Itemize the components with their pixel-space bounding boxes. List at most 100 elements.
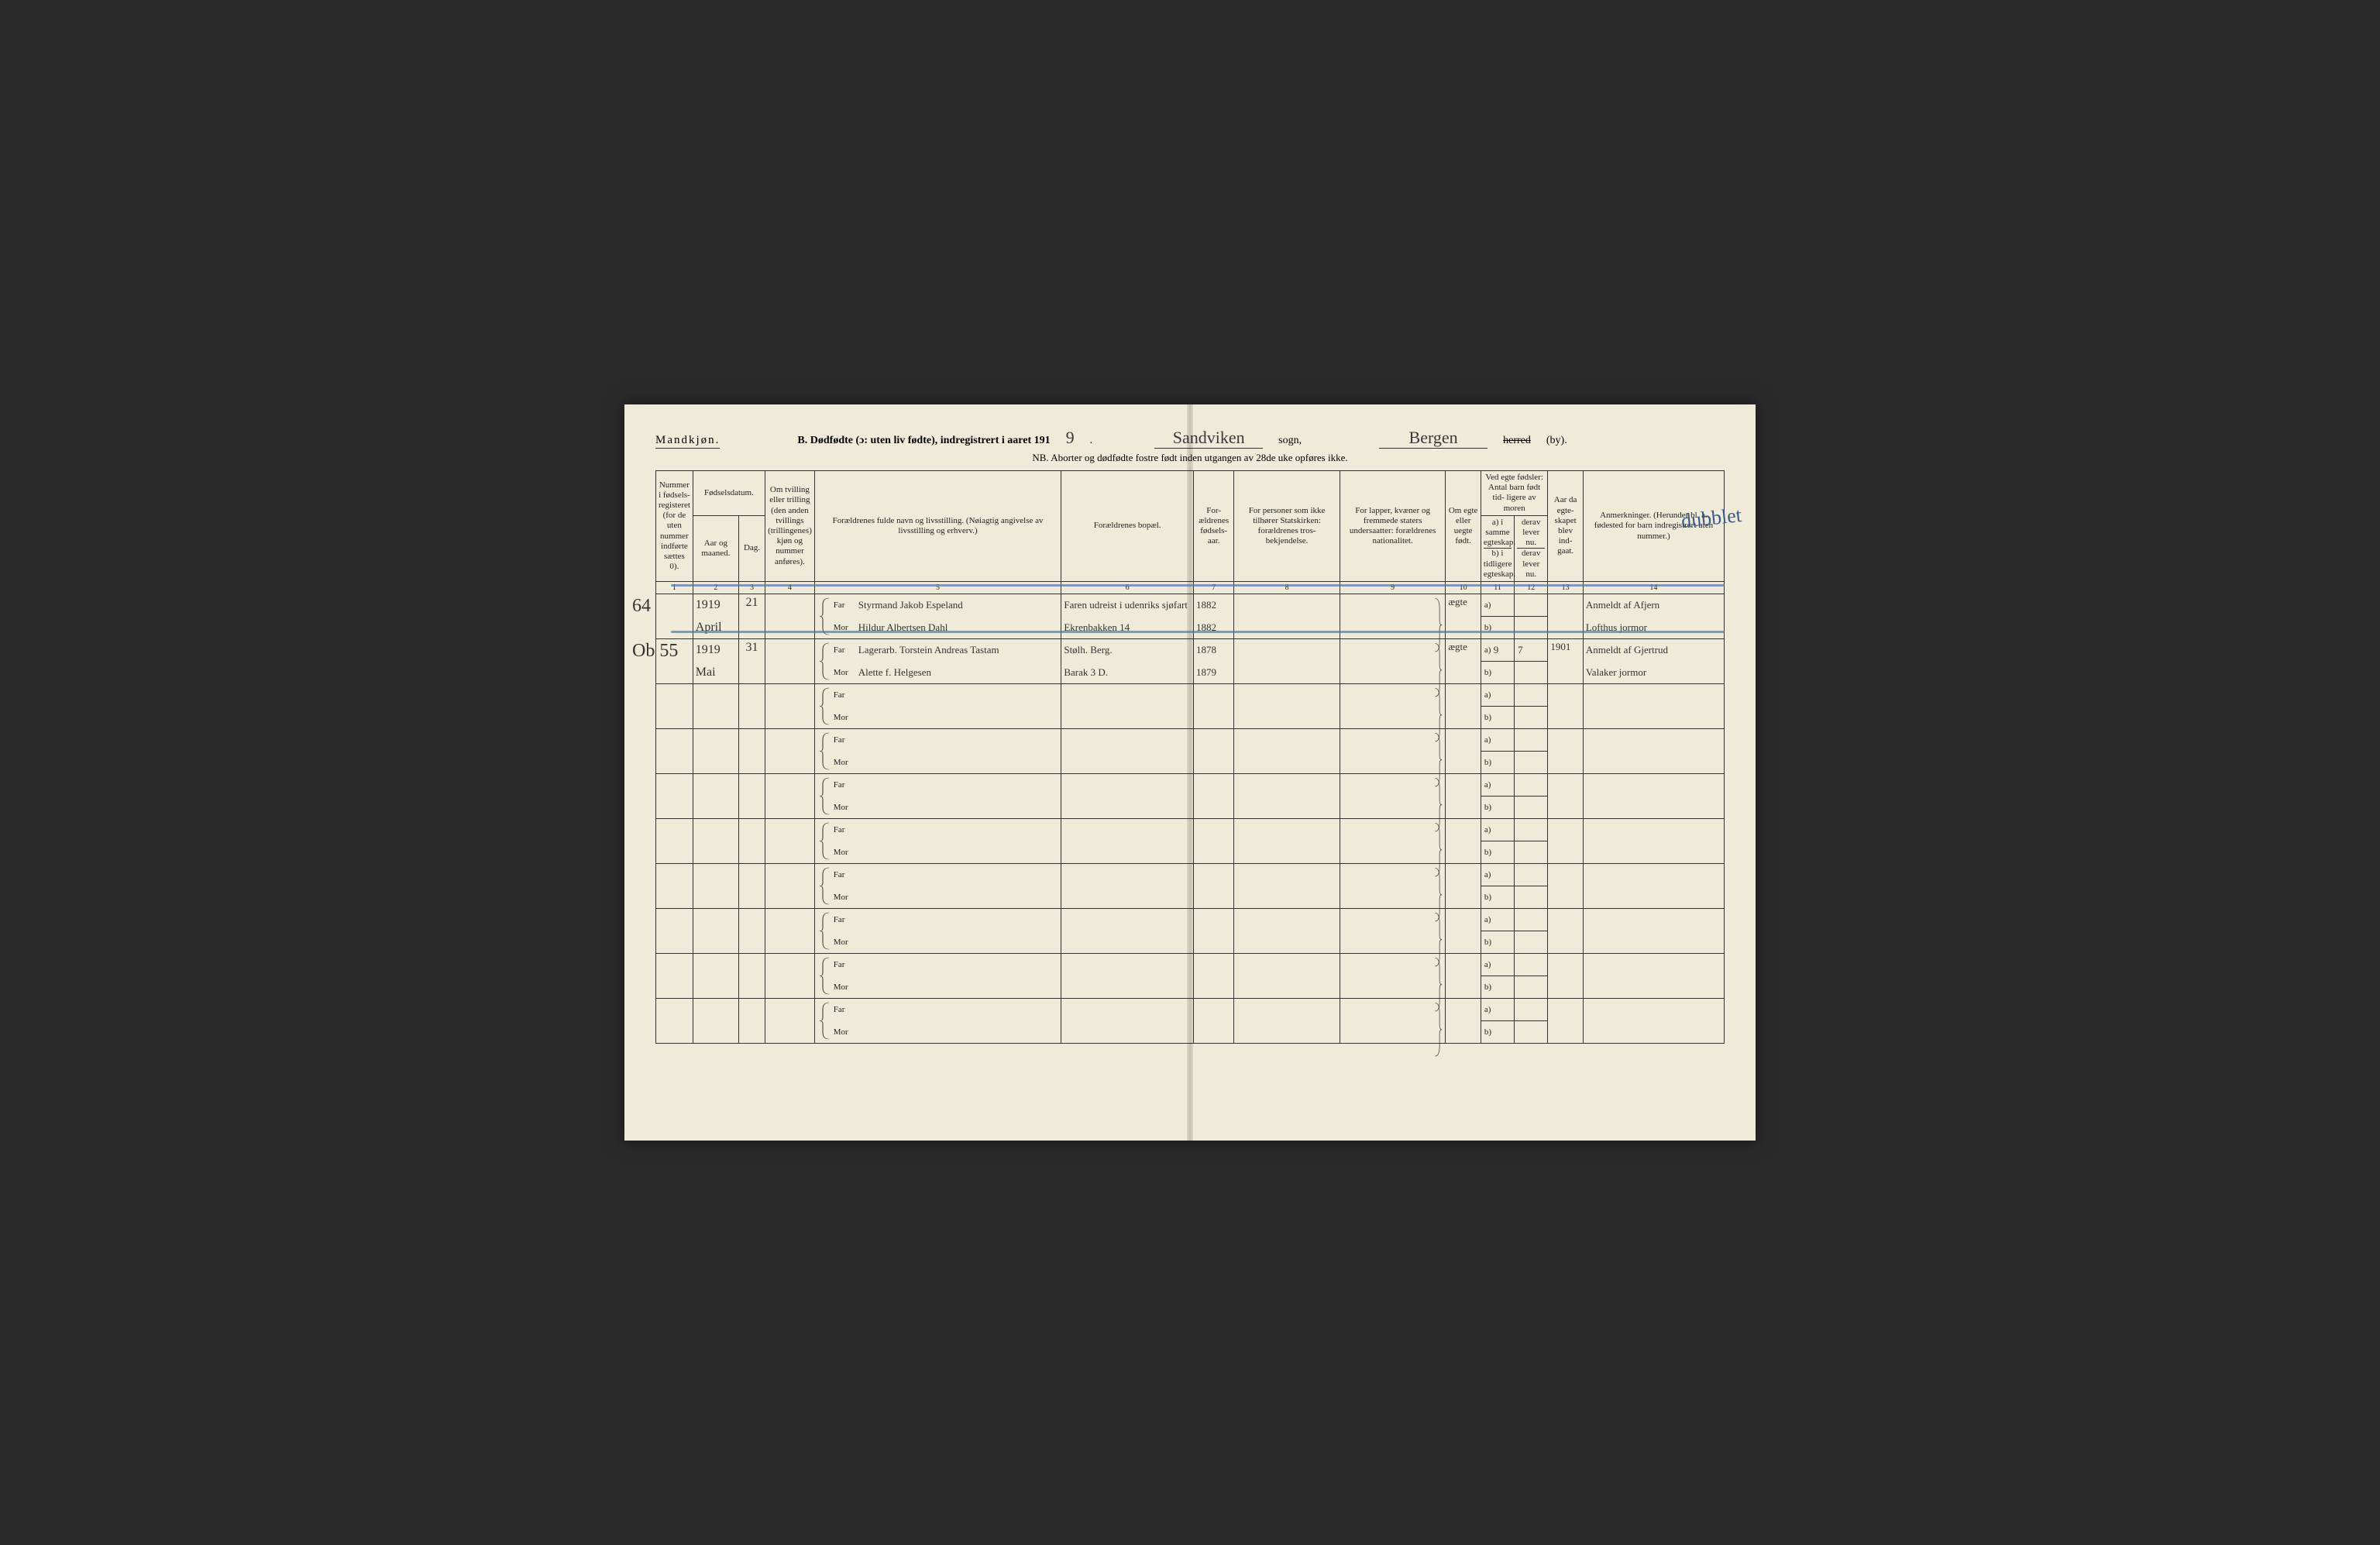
cell-tros <box>1234 908 1340 953</box>
c11b-l1: b) i tidligere egteskap. <box>1484 548 1512 580</box>
colnum-9: 9 <box>1340 581 1446 594</box>
cell-12 <box>1515 683 1548 728</box>
colnum-8: 8 <box>1234 581 1340 594</box>
col-8-header: For personer som ikke tilhører Statskirk… <box>1234 471 1340 582</box>
cell-faar <box>1194 773 1234 818</box>
cell-twins <box>765 818 815 863</box>
cell-nat <box>1340 728 1446 773</box>
cell-aar: 1901 <box>1548 638 1584 683</box>
cell-day <box>738 863 765 908</box>
col-11-group: Ved egte fødsler: Antal barn født tid- l… <box>1481 471 1547 516</box>
cell-anm <box>1583 908 1724 953</box>
cell-aar <box>1548 683 1584 728</box>
cell-parents: Far Mor <box>814 728 1061 773</box>
cell-parents: Far Mor <box>814 773 1061 818</box>
cell-tros <box>1234 818 1340 863</box>
cell-twins <box>765 773 815 818</box>
cell-egte <box>1446 863 1481 908</box>
cell-year-month <box>693 773 738 818</box>
cell-bopael <box>1061 773 1194 818</box>
colnum-4: 4 <box>765 581 815 594</box>
cell-day <box>738 683 765 728</box>
cell-tros <box>1234 638 1340 683</box>
cell-num <box>656 818 693 863</box>
cell-nat <box>1340 953 1446 998</box>
cell-faar <box>1194 863 1234 908</box>
cell-11ab: a) b) <box>1481 818 1514 863</box>
cell-year-month: 1919Mai <box>693 638 738 683</box>
cell-day <box>738 773 765 818</box>
cell-nat <box>1340 773 1446 818</box>
cell-num <box>656 863 693 908</box>
cell-day <box>738 818 765 863</box>
colnum-10: 10 <box>1446 581 1481 594</box>
cell-year-month <box>693 818 738 863</box>
cell-egte <box>1446 728 1481 773</box>
cell-year-month <box>693 998 738 1043</box>
cell-twins <box>765 953 815 998</box>
cell-twins <box>765 998 815 1043</box>
crossout-line <box>671 631 1725 633</box>
cell-parents: Far Mor <box>814 683 1061 728</box>
cell-year-month <box>693 908 738 953</box>
colnum-6: 6 <box>1061 581 1194 594</box>
title-prefix: B. Dødfødte (ɔ: uten liv fødte), indregi… <box>797 435 1050 447</box>
cell-twins <box>765 908 815 953</box>
cell-egte <box>1446 953 1481 998</box>
cell-aar <box>1548 953 1584 998</box>
herred-handwritten: Bergen <box>1379 428 1488 449</box>
cell-anm: Anmeldt af GjertrudValaker jormor <box>1583 638 1724 683</box>
cell-egte <box>1446 683 1481 728</box>
cell-anm <box>1583 773 1724 818</box>
cell-egte <box>1446 773 1481 818</box>
colnum-7: 7 <box>1194 581 1234 594</box>
cell-day <box>738 908 765 953</box>
cell-12 <box>1515 863 1548 908</box>
c11b2-l1: derav lever nu. <box>1517 548 1545 580</box>
cell-tros <box>1234 683 1340 728</box>
cell-parents: FarLagerarb. Torstein Andreas Tastam Mor… <box>814 638 1061 683</box>
cell-faar <box>1194 998 1234 1043</box>
cell-num <box>656 683 693 728</box>
cell-egte <box>1446 908 1481 953</box>
cell-11ab: a) 9 b) <box>1481 638 1514 683</box>
cell-egte <box>1446 998 1481 1043</box>
cell-day <box>738 953 765 998</box>
cell-twins <box>765 728 815 773</box>
cell-year-month <box>693 683 738 728</box>
cell-parents: Far Mor <box>814 953 1061 998</box>
gender-label: Mandkjøn. <box>655 434 720 449</box>
cell-12: 7 <box>1515 638 1548 683</box>
cell-11ab: a) b) <box>1481 908 1514 953</box>
col-2-3-group: Fødselsdatum. <box>693 471 765 516</box>
cell-year-month <box>693 863 738 908</box>
cell-num <box>656 953 693 998</box>
cell-nat <box>1340 818 1446 863</box>
cell-faar <box>1194 953 1234 998</box>
cell-bopael <box>1061 863 1194 908</box>
cell-12 <box>1515 818 1548 863</box>
col-11a-sub: a) i samme egteskap. b) i tidligere egte… <box>1481 515 1514 581</box>
c11a2-l1: derav lever nu. <box>1517 518 1545 549</box>
colnum-3: 3 <box>738 581 765 594</box>
col-6-header: Forældrenes bopæl. <box>1061 471 1194 582</box>
cell-egte: ægte <box>1446 638 1481 683</box>
cell-aar <box>1548 818 1584 863</box>
cell-num <box>656 728 693 773</box>
cell-11ab: a) b) <box>1481 953 1514 998</box>
cell-12 <box>1515 908 1548 953</box>
colnum-2: 2 <box>693 581 738 594</box>
cell-faar <box>1194 728 1234 773</box>
sogn-label: sogn, <box>1278 435 1302 447</box>
cell-aar <box>1548 728 1584 773</box>
cell-11ab: a) b) <box>1481 863 1514 908</box>
cell-tros <box>1234 998 1340 1043</box>
cell-year-month <box>693 953 738 998</box>
col-4-header: Om tvilling eller trilling (den anden tv… <box>765 471 815 582</box>
col-5-header: Forældrenes fulde navn og livsstilling. … <box>814 471 1061 582</box>
cell-nat <box>1340 638 1446 683</box>
cell-bopael <box>1061 908 1194 953</box>
crossout-line <box>671 584 1725 587</box>
colnum-14: 14 <box>1583 581 1724 594</box>
cell-anm <box>1583 998 1724 1043</box>
